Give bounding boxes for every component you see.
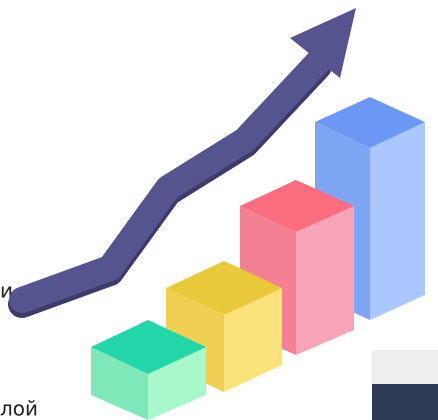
bar-box <box>91 320 206 420</box>
panel-dark <box>372 384 438 420</box>
text-fragment: лой <box>0 397 38 420</box>
trend-arrow <box>8 8 356 318</box>
panel <box>372 350 438 384</box>
